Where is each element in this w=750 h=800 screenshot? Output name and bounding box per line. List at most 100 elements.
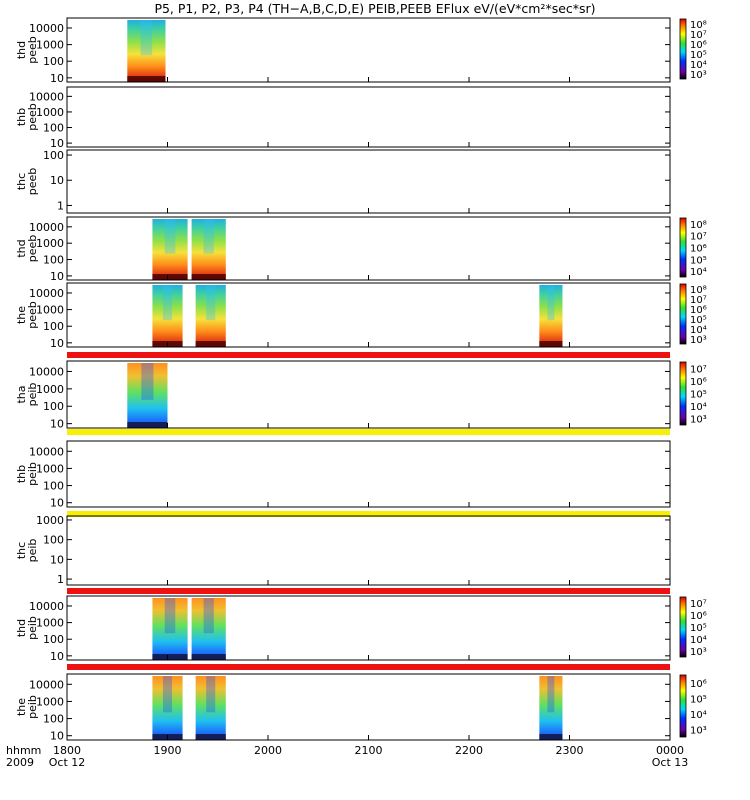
colorbar-tick-label: 10⁵	[690, 315, 707, 326]
y-tick-label: 10	[50, 337, 64, 350]
x-tick-label: 1800	[53, 744, 81, 757]
spectrogram-band	[141, 363, 154, 400]
y-tick-label: 100	[43, 480, 64, 493]
y-tick-label: 1000	[36, 383, 64, 396]
y-tick-label: 10	[50, 72, 64, 85]
colorbar-tick-label: 10⁵	[690, 255, 707, 266]
spectrogram-band	[206, 676, 216, 713]
y-axis-label: the	[15, 698, 28, 716]
spectrogram-band	[547, 285, 555, 321]
y-tick-label: 100	[43, 633, 64, 646]
y-axis-label: peeb	[26, 36, 39, 64]
chart-title: P5, P1, P2, P3, P4 (TH−A,B,C,D,E) PEIB,P…	[154, 1, 595, 16]
y-tick-label: 1000	[36, 106, 64, 119]
y-tick-label: 10000	[29, 365, 64, 378]
y-tick-label: 100	[43, 122, 64, 135]
spectrogram-band	[162, 676, 173, 713]
y-tick-label: 10	[50, 137, 64, 150]
spectrogram-floor	[191, 274, 226, 280]
colorbar-tick-label: 10⁵	[690, 390, 707, 401]
x-axis-label: 2009	[6, 756, 34, 769]
x-tick-label: 2200	[455, 744, 483, 757]
y-axis-label: thd	[15, 619, 28, 637]
colorbar-tick-label: 10⁸	[690, 285, 707, 296]
spectrogram-band	[140, 20, 153, 56]
quality-stripe	[67, 588, 670, 594]
spectrogram-segment	[191, 219, 226, 280]
colorbar-tick-label: 10⁴	[690, 325, 707, 336]
spectrogram-band	[547, 676, 555, 713]
colorbar-tick-label: 10⁶	[690, 40, 707, 51]
spectrogram-band	[164, 598, 176, 634]
spectrogram-floor	[195, 341, 226, 347]
quality-stripe	[67, 664, 670, 670]
spectrogram-segment	[191, 598, 226, 660]
y-tick-label: 10	[50, 270, 64, 283]
panel-frame	[66, 515, 671, 586]
panel-frame	[66, 86, 671, 148]
y-tick-label: 100	[43, 149, 64, 162]
colorbar-scale	[679, 217, 687, 278]
y-axis-label: peeb	[26, 301, 39, 329]
colorbar-tick-label: 10⁶	[690, 679, 707, 690]
y-tick-label: 10000	[29, 678, 64, 691]
y-axis-label: thb	[15, 465, 28, 483]
y-axis-label: thb	[15, 108, 28, 126]
colorbar-tick-label: 10⁷	[690, 30, 707, 41]
colorbar-tick-label: 10⁴	[690, 267, 707, 278]
y-axis-label: peib	[26, 383, 39, 407]
colorbar-tick-label: 10⁵	[690, 694, 707, 705]
y-tick-label: 100	[43, 55, 64, 68]
quality-stripe	[67, 429, 670, 435]
colorbar-scale	[679, 18, 687, 80]
colorbar-tick-label: 10⁶	[690, 611, 707, 622]
spectrogram-band	[164, 219, 176, 254]
y-tick-label: 1000	[36, 617, 64, 630]
y-axis-label: thd	[15, 239, 28, 257]
colorbar-scale	[679, 283, 687, 345]
y-tick-label: 10	[50, 174, 64, 187]
colorbar-tick-label: 10³	[690, 335, 707, 346]
colorbar-tick-label: 10⁴	[690, 635, 707, 646]
y-tick-label: 1000	[36, 462, 64, 475]
spectrogram-segment	[127, 20, 166, 82]
spectrogram-band	[203, 598, 214, 634]
y-tick-label: 10000	[29, 22, 64, 35]
y-axis-label: the	[15, 306, 28, 324]
spectrogram-band	[206, 285, 216, 321]
y-axis-label: peib	[26, 695, 39, 719]
y-tick-label: 10000	[29, 287, 64, 300]
colorbar: 10³ 10⁴ 10⁵ 10⁶	[679, 674, 707, 738]
y-tick-label: 100	[43, 320, 64, 333]
spectrogram-segment	[539, 676, 563, 740]
spectrogram-floor	[152, 654, 188, 660]
y-tick-label: 10000	[29, 445, 64, 458]
y-tick-label: 1000	[36, 695, 64, 708]
y-tick-label: 1	[57, 199, 64, 212]
colorbar-scale	[679, 674, 687, 738]
spectrogram-floor	[539, 734, 563, 740]
y-tick-label: 10	[50, 730, 64, 743]
y-tick-label: 1000	[36, 237, 64, 250]
y-tick-label: 10	[50, 650, 64, 663]
spectrogram-floor	[127, 422, 168, 428]
y-axis-label: peeb	[26, 103, 39, 131]
quality-stripe	[67, 352, 670, 358]
colorbar-tick-label: 10³	[690, 70, 707, 81]
spectrogram-floor	[127, 76, 166, 82]
panel-frame	[66, 149, 671, 214]
x-tick-date-label: Oct 13	[652, 756, 689, 769]
spectrogram-segment	[152, 598, 188, 660]
spectrogram-segment	[152, 285, 183, 347]
colorbar-tick-label: 10⁶	[690, 305, 707, 316]
y-tick-label: 10000	[29, 221, 64, 234]
